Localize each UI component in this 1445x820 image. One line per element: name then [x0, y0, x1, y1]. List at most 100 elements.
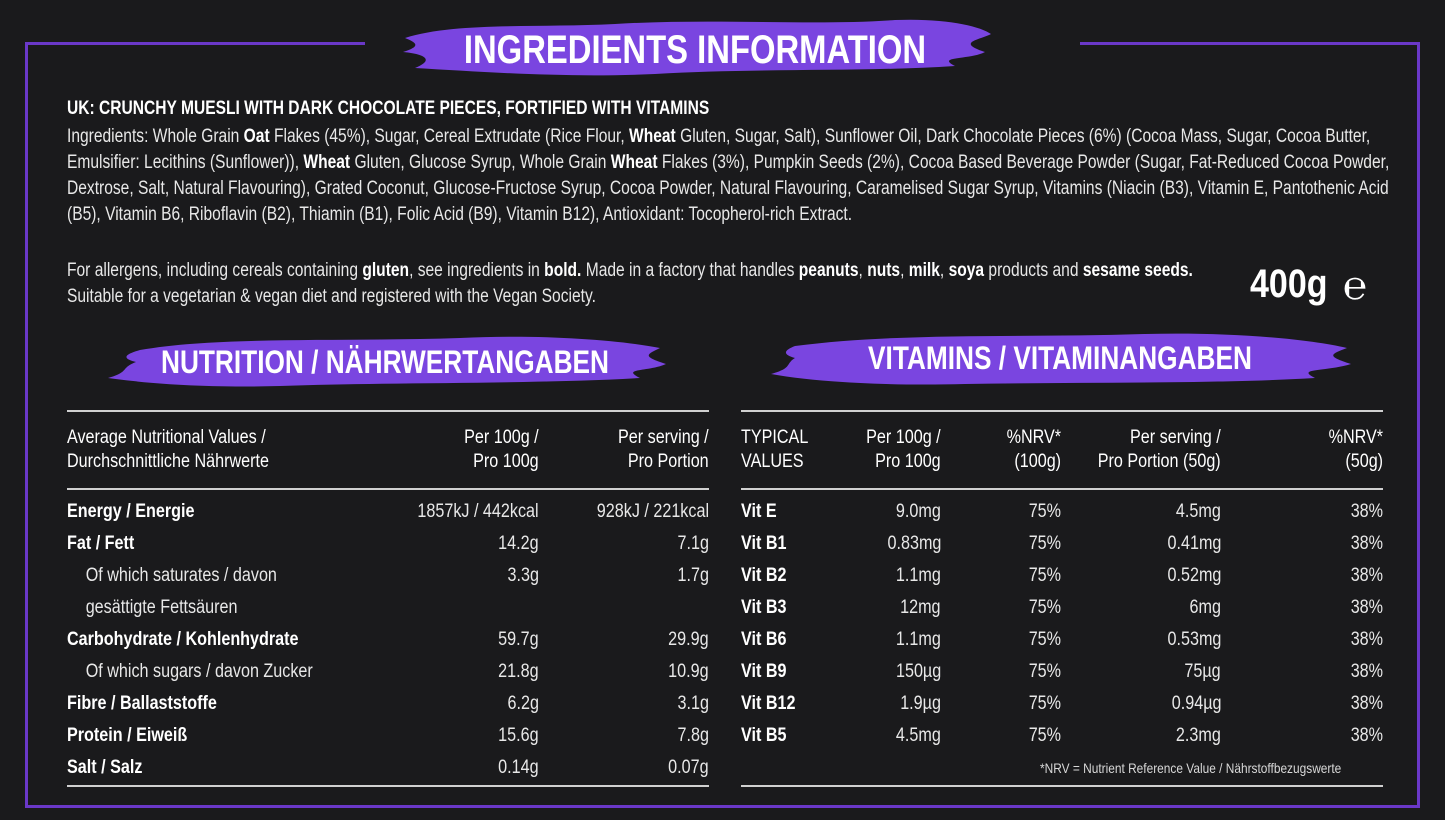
vitamin-name: Vit B1 — [741, 533, 787, 554]
vitamin-name: Vit E — [741, 501, 777, 522]
per-100g-value: 150µg — [895, 661, 941, 682]
nutrition-table-bottom-rule — [67, 785, 709, 787]
per-100g-value: 12mg — [900, 597, 941, 618]
nrv-50g-value: 38% — [1350, 597, 1383, 618]
net-weight: 400g — [1250, 262, 1328, 306]
estimated-sign-icon: ℮ — [1343, 263, 1368, 308]
nutrition-heading: NUTRITION / NÄHRWERTANGABEN — [160, 344, 610, 380]
per-100g-value: 1857kJ / 442kcal — [417, 501, 539, 522]
per-serving-value: 0.94µg — [1171, 693, 1221, 714]
per-serving-value: 7.8g — [677, 725, 709, 746]
vitamin-name: Vit B3 — [741, 597, 787, 618]
per-100g-value: 21.8g — [498, 661, 539, 682]
table-row: Fat / Fett 14.2g 7.1g — [67, 528, 709, 560]
per-100g-value: 14.2g — [498, 533, 539, 554]
ingredients-text: Ingredients: Whole Grain Oat Flakes (45%… — [67, 126, 1390, 225]
nrv-100g-value: 75% — [1028, 661, 1061, 682]
table-row: Of which sugars / davon Zucker 21.8g 10.9g — [67, 656, 709, 688]
per-serving-value: 10.9g — [668, 661, 709, 682]
nutrient-label: Energy / Energie — [67, 501, 195, 522]
per-serving-value: 29.9g — [668, 629, 709, 650]
frame-right — [1417, 42, 1420, 808]
nrv-100g-value: 75% — [1028, 597, 1061, 618]
column-header: Average Nutritional Values / Durchschnit… — [67, 427, 269, 472]
table-row: Fibre / Ballaststoffe 6.2g 3.1g — [67, 688, 709, 720]
nrv-100g-value: 75% — [1028, 629, 1061, 650]
nrv-100g-value: 75% — [1028, 725, 1061, 746]
per-serving-value: 0.53mg — [1167, 629, 1221, 650]
vitamin-name: Vit B9 — [741, 661, 787, 682]
table-row: Vit B3 12mg 75% 6mg 38% — [741, 592, 1383, 624]
vitamin-name: Vit B12 — [741, 693, 796, 714]
table-row: Energy / Energie 1857kJ / 442kcal 928kJ / … — [67, 489, 709, 528]
per-100g-value: 4.5mg — [896, 725, 941, 746]
per-serving-value: 3.1g — [677, 693, 709, 714]
per-100g-value: 15.6g — [498, 725, 539, 746]
table-row: gesättigte Fettsäuren — [67, 592, 709, 624]
nrv-100g-value: 75% — [1028, 565, 1061, 586]
vitamin-name: Vit B6 — [741, 629, 787, 650]
per-100g-value: 59.7g — [498, 629, 539, 650]
per-serving-value: 7.1g — [677, 533, 709, 554]
nutrient-label: Fat / Fett — [67, 533, 135, 554]
per-serving-value: 75µg — [1184, 661, 1221, 682]
column-header: TYPICAL VALUES — [741, 427, 809, 472]
brush-stroke-icon — [403, 19, 991, 76]
per-serving-value: 928kJ / 221kcal — [596, 501, 709, 522]
vitamins-table-bottom-rule — [741, 785, 1383, 787]
nrv-100g-value: 75% — [1028, 501, 1061, 522]
brush-stroke-icon — [108, 336, 666, 387]
nutrient-label: gesättigte Fettsäuren — [85, 597, 238, 618]
table-row: Vit B2 1.1mg 75% 0.52mg 38% — [741, 560, 1383, 592]
nutrition-table: Average Nutritional Values / Durchschnit… — [67, 410, 709, 784]
per-serving-value: 0.07g — [668, 757, 709, 778]
nutrient-label: Carbohydrate / Kohlenhydrate — [67, 629, 299, 650]
per-100g-value: 1.1mg — [896, 629, 941, 650]
vitamin-name: Vit B5 — [741, 725, 787, 746]
vitamins-table: TYPICAL VALUES Per 100g / Pro 100g %NRV*… — [741, 410, 1383, 752]
nutrient-label: Fibre / Ballaststoffe — [67, 693, 217, 714]
per-serving-value — [539, 592, 709, 624]
nutrient-label: Of which saturates / davon — [85, 565, 277, 586]
per-serving-value: 1.7g — [677, 565, 709, 586]
per-serving-value: 2.3mg — [1176, 725, 1221, 746]
nutrient-label: Of which sugars / davon Zucker — [85, 661, 313, 682]
per-serving-value: 0.41mg — [1167, 533, 1221, 554]
nrv-footnote: *NRV = Nutrient Reference Value / Nährst… — [1040, 760, 1342, 776]
nutrition-banner: NUTRITION / NÄHRWERTANGABEN — [100, 328, 670, 394]
column-header: Per 100g / Pro 100g — [464, 427, 539, 472]
per-serving-value: 0.52mg — [1167, 565, 1221, 586]
nrv-50g-value: 38% — [1350, 629, 1383, 650]
table-row: Vit B12 1.9µg 75% 0.94µg 38% — [741, 688, 1383, 720]
table-row: Carbohydrate / Kohlenhydrate 59.7g 29.9g — [67, 624, 709, 656]
frame-top-left — [25, 42, 365, 45]
nrv-50g-value: 38% — [1350, 501, 1383, 522]
column-header: Per serving / Pro Portion — [618, 427, 709, 472]
table-row: Vit E 9.0mg 75% 4.5mg 38% — [741, 489, 1383, 528]
table-row: Vit B5 4.5mg 75% 2.3mg 38% — [741, 720, 1383, 752]
allergens-text: For allergens, including cereals contain… — [67, 260, 1193, 307]
column-header: %NRV* (50g) — [1328, 427, 1383, 472]
nrv-50g-value: 38% — [1350, 725, 1383, 746]
per-100g-value: 9.0mg — [896, 501, 941, 522]
per-100g-value: 1.9µg — [900, 693, 941, 714]
per-100g-value: 3.3g — [507, 565, 539, 586]
nrv-50g-value: 38% — [1350, 693, 1383, 714]
per-100g-value: 0.14g — [498, 757, 539, 778]
frame-bottom — [25, 805, 1420, 808]
nutrient-label: Protein / Eiweiß — [67, 725, 188, 746]
per-100g-value — [396, 592, 539, 624]
per-100g-value: 1.1mg — [896, 565, 941, 586]
table-row: Vit B1 0.83mg 75% 0.41mg 38% — [741, 528, 1383, 560]
vitamins-heading: VITAMINS / VITAMINANGABEN — [868, 340, 1252, 376]
per-100g-value: 6.2g — [507, 693, 539, 714]
header-banner: INGREDIENTS INFORMATION — [395, 8, 995, 88]
nrv-50g-value: 38% — [1350, 565, 1383, 586]
per-serving-value: 4.5mg — [1176, 501, 1221, 522]
table-row: Vit B9 150µg 75% 75µg 38% — [741, 656, 1383, 688]
nrv-100g-value: 75% — [1028, 533, 1061, 554]
per-100g-value: 0.83mg — [887, 533, 941, 554]
frame-left — [25, 42, 28, 808]
vitamin-name: Vit B2 — [741, 565, 787, 586]
product-name: UK: CRUNCHY MUESLI WITH DARK CHOCOLATE P… — [67, 98, 710, 119]
